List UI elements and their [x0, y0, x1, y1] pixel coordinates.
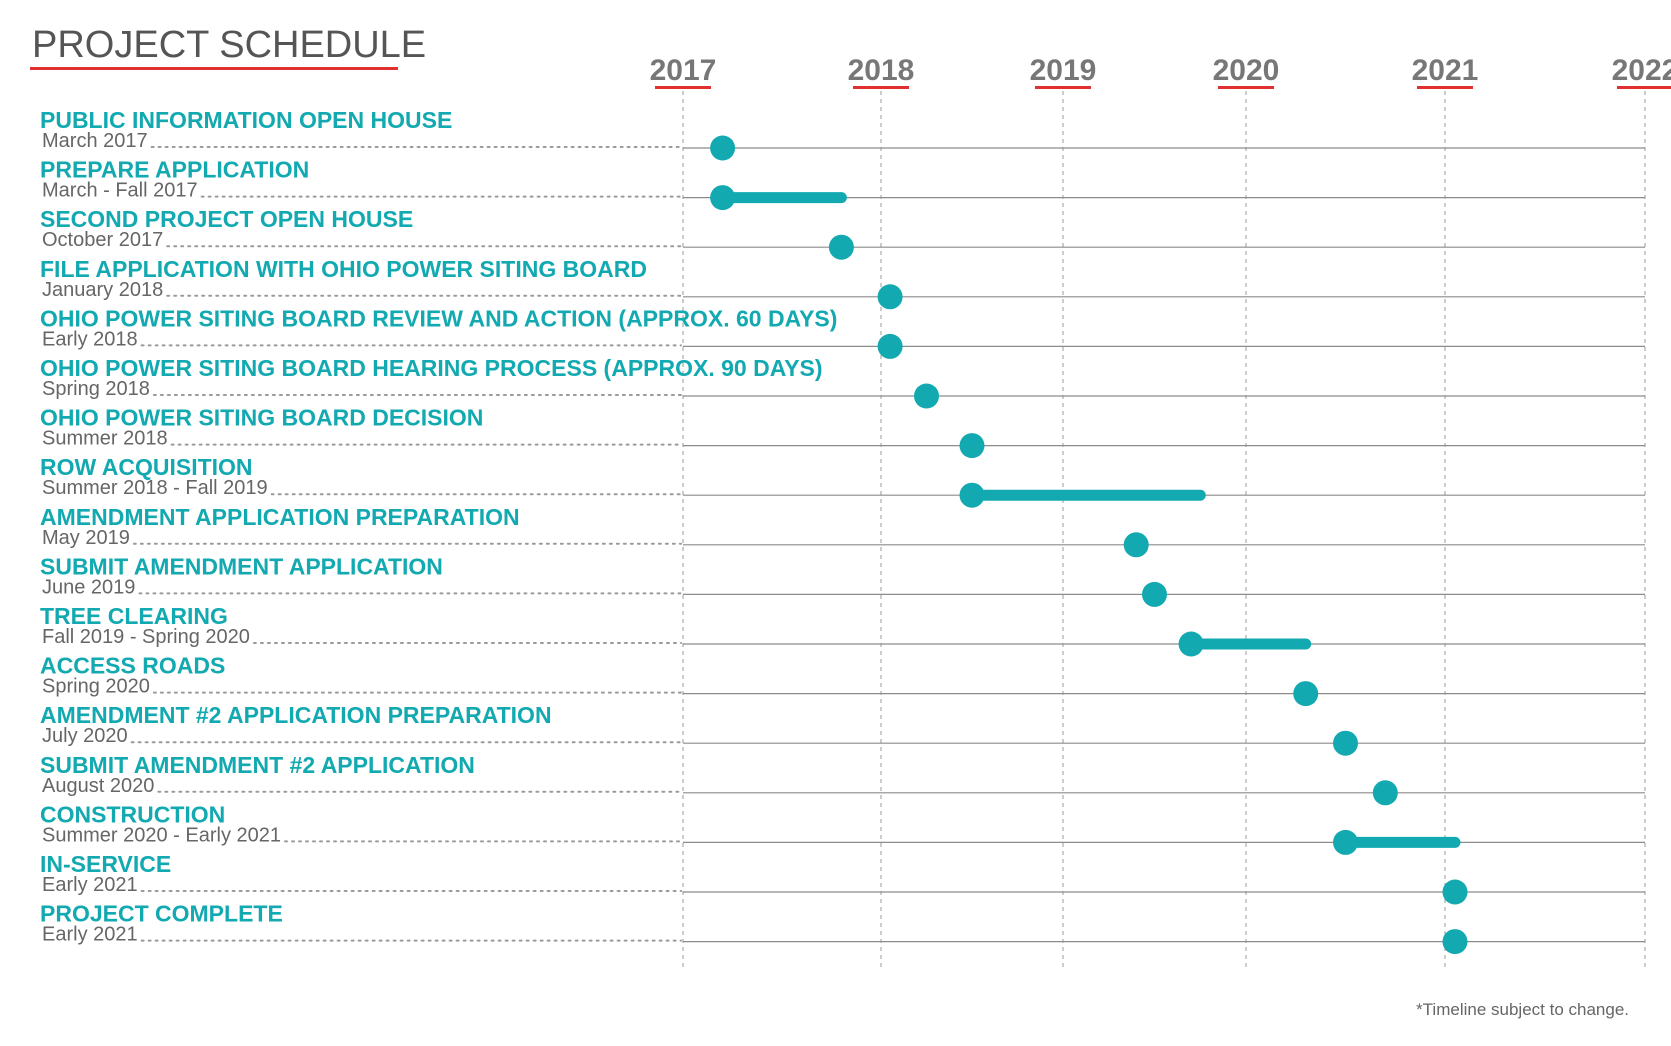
task-date: Early 2021	[42, 874, 138, 896]
gridlines	[682, 91, 1646, 968]
milestone-dot	[1442, 929, 1468, 955]
year-underline-2019	[1035, 86, 1091, 89]
task-row: FILE APPLICATION WITH OHIO POWER SITING …	[40, 256, 682, 301]
task-name: SUBMIT AMENDMENT APPLICATION	[40, 553, 443, 579]
milestone-dot	[959, 482, 985, 508]
year-label-2021: 2021	[1412, 54, 1479, 87]
task-name: IN-SERVICE	[40, 851, 171, 877]
task-name: OHIO POWER SITING BOARD HEARING PROCESS …	[40, 355, 823, 381]
task-row: OHIO POWER SITING BOARD HEARING PROCESS …	[40, 355, 823, 400]
year-label-2019: 2019	[1030, 54, 1097, 87]
milestone-dot	[1333, 829, 1358, 855]
task-name: PREPARE APPLICATION	[40, 157, 309, 183]
task-name: TREE CLEARING	[40, 603, 228, 629]
task-name: PROJECT COMPLETE	[40, 901, 283, 927]
task-name: OHIO POWER SITING BOARD REVIEW AND ACTIO…	[40, 305, 837, 331]
milestone-dot	[914, 383, 939, 409]
milestone-dot	[1372, 780, 1398, 806]
task-date: October 2017	[42, 229, 163, 251]
milestone-dot	[1293, 681, 1319, 707]
timeline-marks	[710, 135, 1468, 955]
task-date: August 2020	[42, 775, 154, 797]
year-label-2018: 2018	[848, 54, 915, 87]
task-date: Early 2021	[42, 924, 138, 946]
milestone-dot	[710, 135, 736, 161]
task-date: Spring 2018	[42, 378, 150, 400]
task-name: AMENDMENT #2 APPLICATION PREPARATION	[40, 702, 552, 728]
milestone-dot	[877, 333, 903, 359]
year-label-2020: 2020	[1213, 54, 1280, 87]
year-label-2022: 2022	[1612, 54, 1671, 87]
year-underline-2022	[1617, 86, 1671, 89]
milestone-dot	[959, 433, 985, 459]
task-date: July 2020	[42, 725, 128, 747]
task-date: Spring 2020	[42, 676, 150, 698]
milestone-dot	[710, 185, 736, 211]
year-underline-2020	[1218, 86, 1274, 89]
task-name: FILE APPLICATION WITH OHIO POWER SITING …	[40, 256, 647, 282]
task-name: AMENDMENT APPLICATION PREPARATION	[40, 504, 520, 530]
task-date: Early 2018	[42, 328, 138, 350]
task-name: ROW ACQUISITION	[40, 454, 253, 480]
task-row: AMENDMENT #2 APPLICATION PREPARATIONJuly…	[40, 702, 682, 747]
milestone-dot	[1178, 631, 1204, 657]
task-name: CONSTRUCTION	[40, 801, 225, 827]
task-date: Summer 2018 - Fall 2019	[42, 477, 268, 499]
milestone-dot	[1123, 532, 1149, 558]
task-date: June 2019	[42, 576, 135, 598]
task-date: January 2018	[42, 279, 163, 301]
year-label-2017: 2017	[650, 54, 717, 87]
chart-title: PROJECT SCHEDULE	[32, 24, 426, 66]
task-date: March 2017	[42, 130, 148, 152]
milestone-dot	[1442, 879, 1468, 905]
task-name: SUBMIT AMENDMENT #2 APPLICATION	[40, 752, 475, 778]
milestone-dot	[1142, 581, 1167, 607]
task-name: SECOND PROJECT OPEN HOUSE	[40, 206, 413, 232]
task-row: OHIO POWER SITING BOARD REVIEW AND ACTIO…	[40, 305, 837, 350]
year-underline-2017	[655, 86, 711, 89]
task-date: Summer 2020 - Early 2021	[42, 824, 281, 846]
task-date: March - Fall 2017	[42, 180, 198, 202]
task-date: May 2019	[42, 527, 130, 549]
year-axis: 2017 2018 2019 2020 2021 2022	[650, 54, 1671, 89]
year-underline-2021	[1417, 86, 1473, 89]
task-name: ACCESS ROADS	[40, 653, 225, 679]
task-date: Summer 2018	[42, 428, 168, 450]
footnote: *Timeline subject to change.	[1416, 1000, 1629, 1019]
task-name: OHIO POWER SITING BOARD DECISION	[40, 405, 483, 431]
milestone-dot	[1333, 730, 1358, 756]
year-underline-2018	[853, 86, 909, 89]
task-name: PUBLIC INFORMATION OPEN HOUSE	[40, 107, 452, 133]
milestone-dot	[828, 234, 854, 260]
milestone-dot	[877, 284, 903, 310]
task-date: Fall 2019 - Spring 2020	[42, 626, 250, 648]
title-underline	[30, 67, 398, 70]
